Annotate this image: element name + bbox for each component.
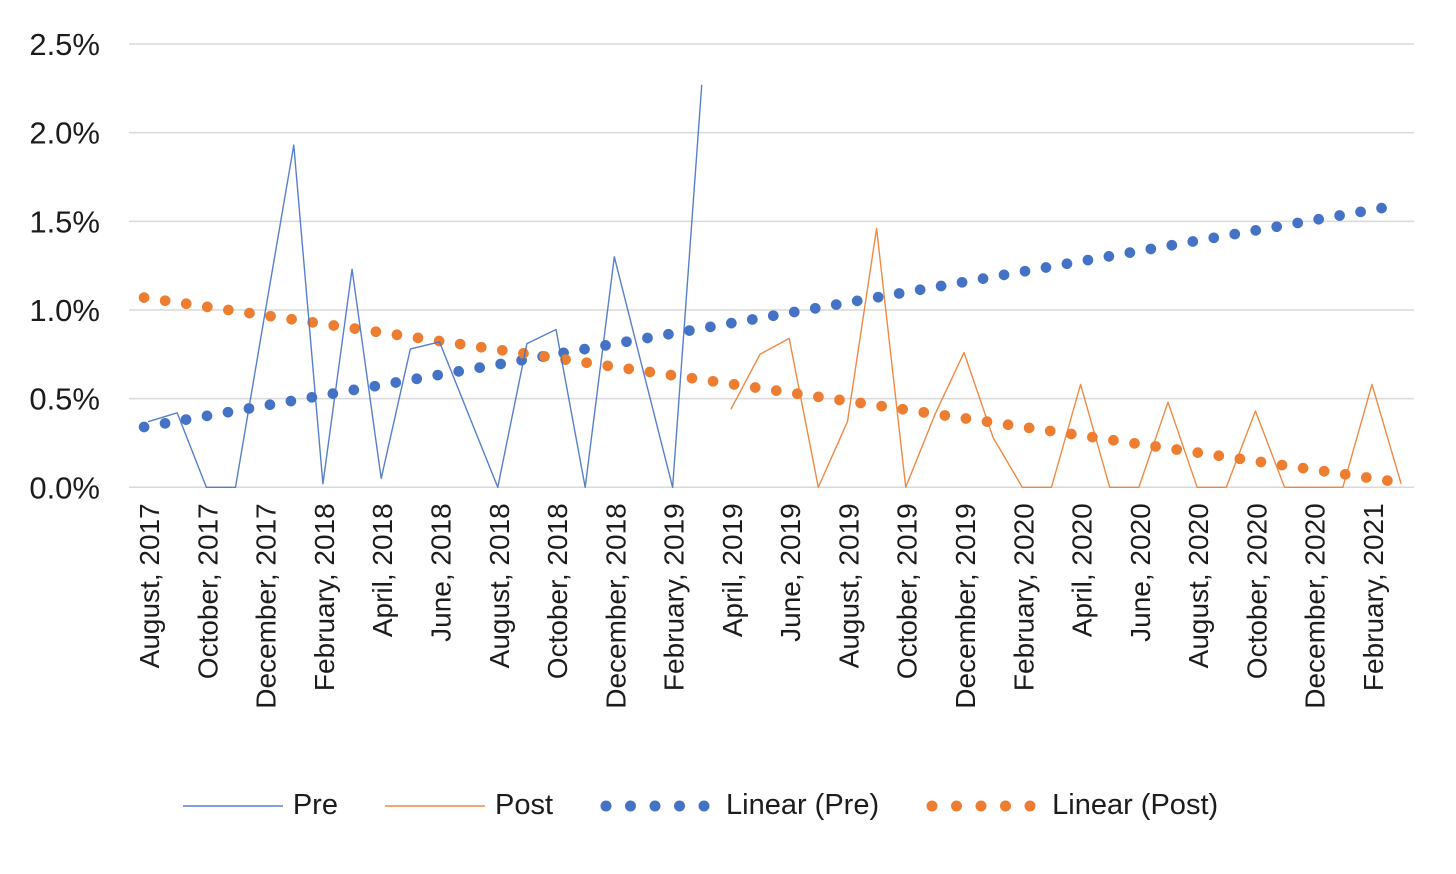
- x-axis-tick-label: June, 2019: [775, 503, 806, 642]
- gridlines: [129, 43, 1414, 489]
- x-axis-tick-label: October, 2018: [542, 503, 573, 679]
- x-axis-tick-label: December, 2018: [600, 503, 631, 708]
- x-axis-tick-label: February, 2021: [1358, 503, 1389, 691]
- y-axis-tick-label: 0.5%: [29, 382, 100, 417]
- legend-label: Linear (Post): [1052, 789, 1219, 821]
- x-axis-tick-label: December, 2020: [1300, 503, 1331, 708]
- trendline-linear-pre: [138, 200, 1403, 433]
- pre-series-line: [147, 84, 703, 488]
- y-axis-tick-label: 2.0%: [29, 116, 100, 151]
- y-axis-tick-label: 1.0%: [29, 293, 100, 328]
- x-axis-tick-label: August, 2017: [134, 503, 165, 668]
- x-axis-tick-label: October, 2017: [192, 503, 223, 679]
- legend-item-linear-post: Linear (Post): [925, 789, 1218, 822]
- x-axis-tick-label: December, 2017: [251, 503, 282, 708]
- legend-item-post: Post: [384, 789, 553, 822]
- legend-swatch-line-icon: [182, 804, 283, 807]
- legend-swatch-line-icon: [384, 804, 485, 807]
- legend-item-linear-pre: Linear (Pre): [599, 789, 879, 822]
- x-axis-tick-label: August, 2020: [1183, 503, 1214, 668]
- legend-item-pre: Pre: [182, 789, 338, 822]
- trendline-linear-post: [138, 292, 1403, 488]
- x-axis-tick-label: June, 2020: [1125, 503, 1156, 642]
- legend-swatch-dots-icon: [600, 800, 716, 811]
- x-axis-tick-label: October, 2020: [1241, 503, 1272, 679]
- x-axis-tick-label: October, 2019: [892, 503, 923, 679]
- post-series-line: [730, 227, 1402, 488]
- x-axis-tick-label: February, 2020: [1008, 503, 1039, 691]
- x-axis-tick-label: April, 2018: [367, 503, 398, 637]
- legend-label: Post: [494, 789, 554, 821]
- x-axis-labels: August, 2017 October, 2017 December, 2017 F…: [134, 503, 1389, 708]
- data-series: [147, 84, 1402, 488]
- x-axis-tick-label: April, 2020: [1067, 503, 1098, 637]
- x-axis-tick-label: August, 2019: [833, 503, 864, 668]
- legend-swatch-dots-icon: [926, 800, 1042, 811]
- trendlines: [138, 200, 1403, 488]
- x-axis-tick-label: June, 2018: [425, 503, 456, 642]
- legend-label: Linear (Pre): [726, 789, 880, 821]
- y-axis-tick-label: 0.0%: [29, 470, 100, 505]
- legend-label: Pre: [292, 789, 338, 821]
- x-axis-tick-label: December, 2019: [950, 503, 981, 708]
- x-axis-tick-label: February, 2018: [309, 503, 340, 691]
- x-axis-tick-label: August, 2018: [484, 503, 515, 668]
- x-axis-tick-label: April, 2019: [717, 503, 748, 637]
- chart-legend: Pre Post Linear (Pre) Linear (Post): [0, 789, 1428, 822]
- y-axis-tick-label: 2.5%: [29, 27, 100, 62]
- y-axis-labels: 0.0% 0.5% 1.0% 1.5% 2.0% 2.5%: [29, 27, 100, 505]
- y-axis-tick-label: 1.5%: [29, 204, 100, 239]
- x-axis-tick-label: February, 2019: [659, 503, 690, 691]
